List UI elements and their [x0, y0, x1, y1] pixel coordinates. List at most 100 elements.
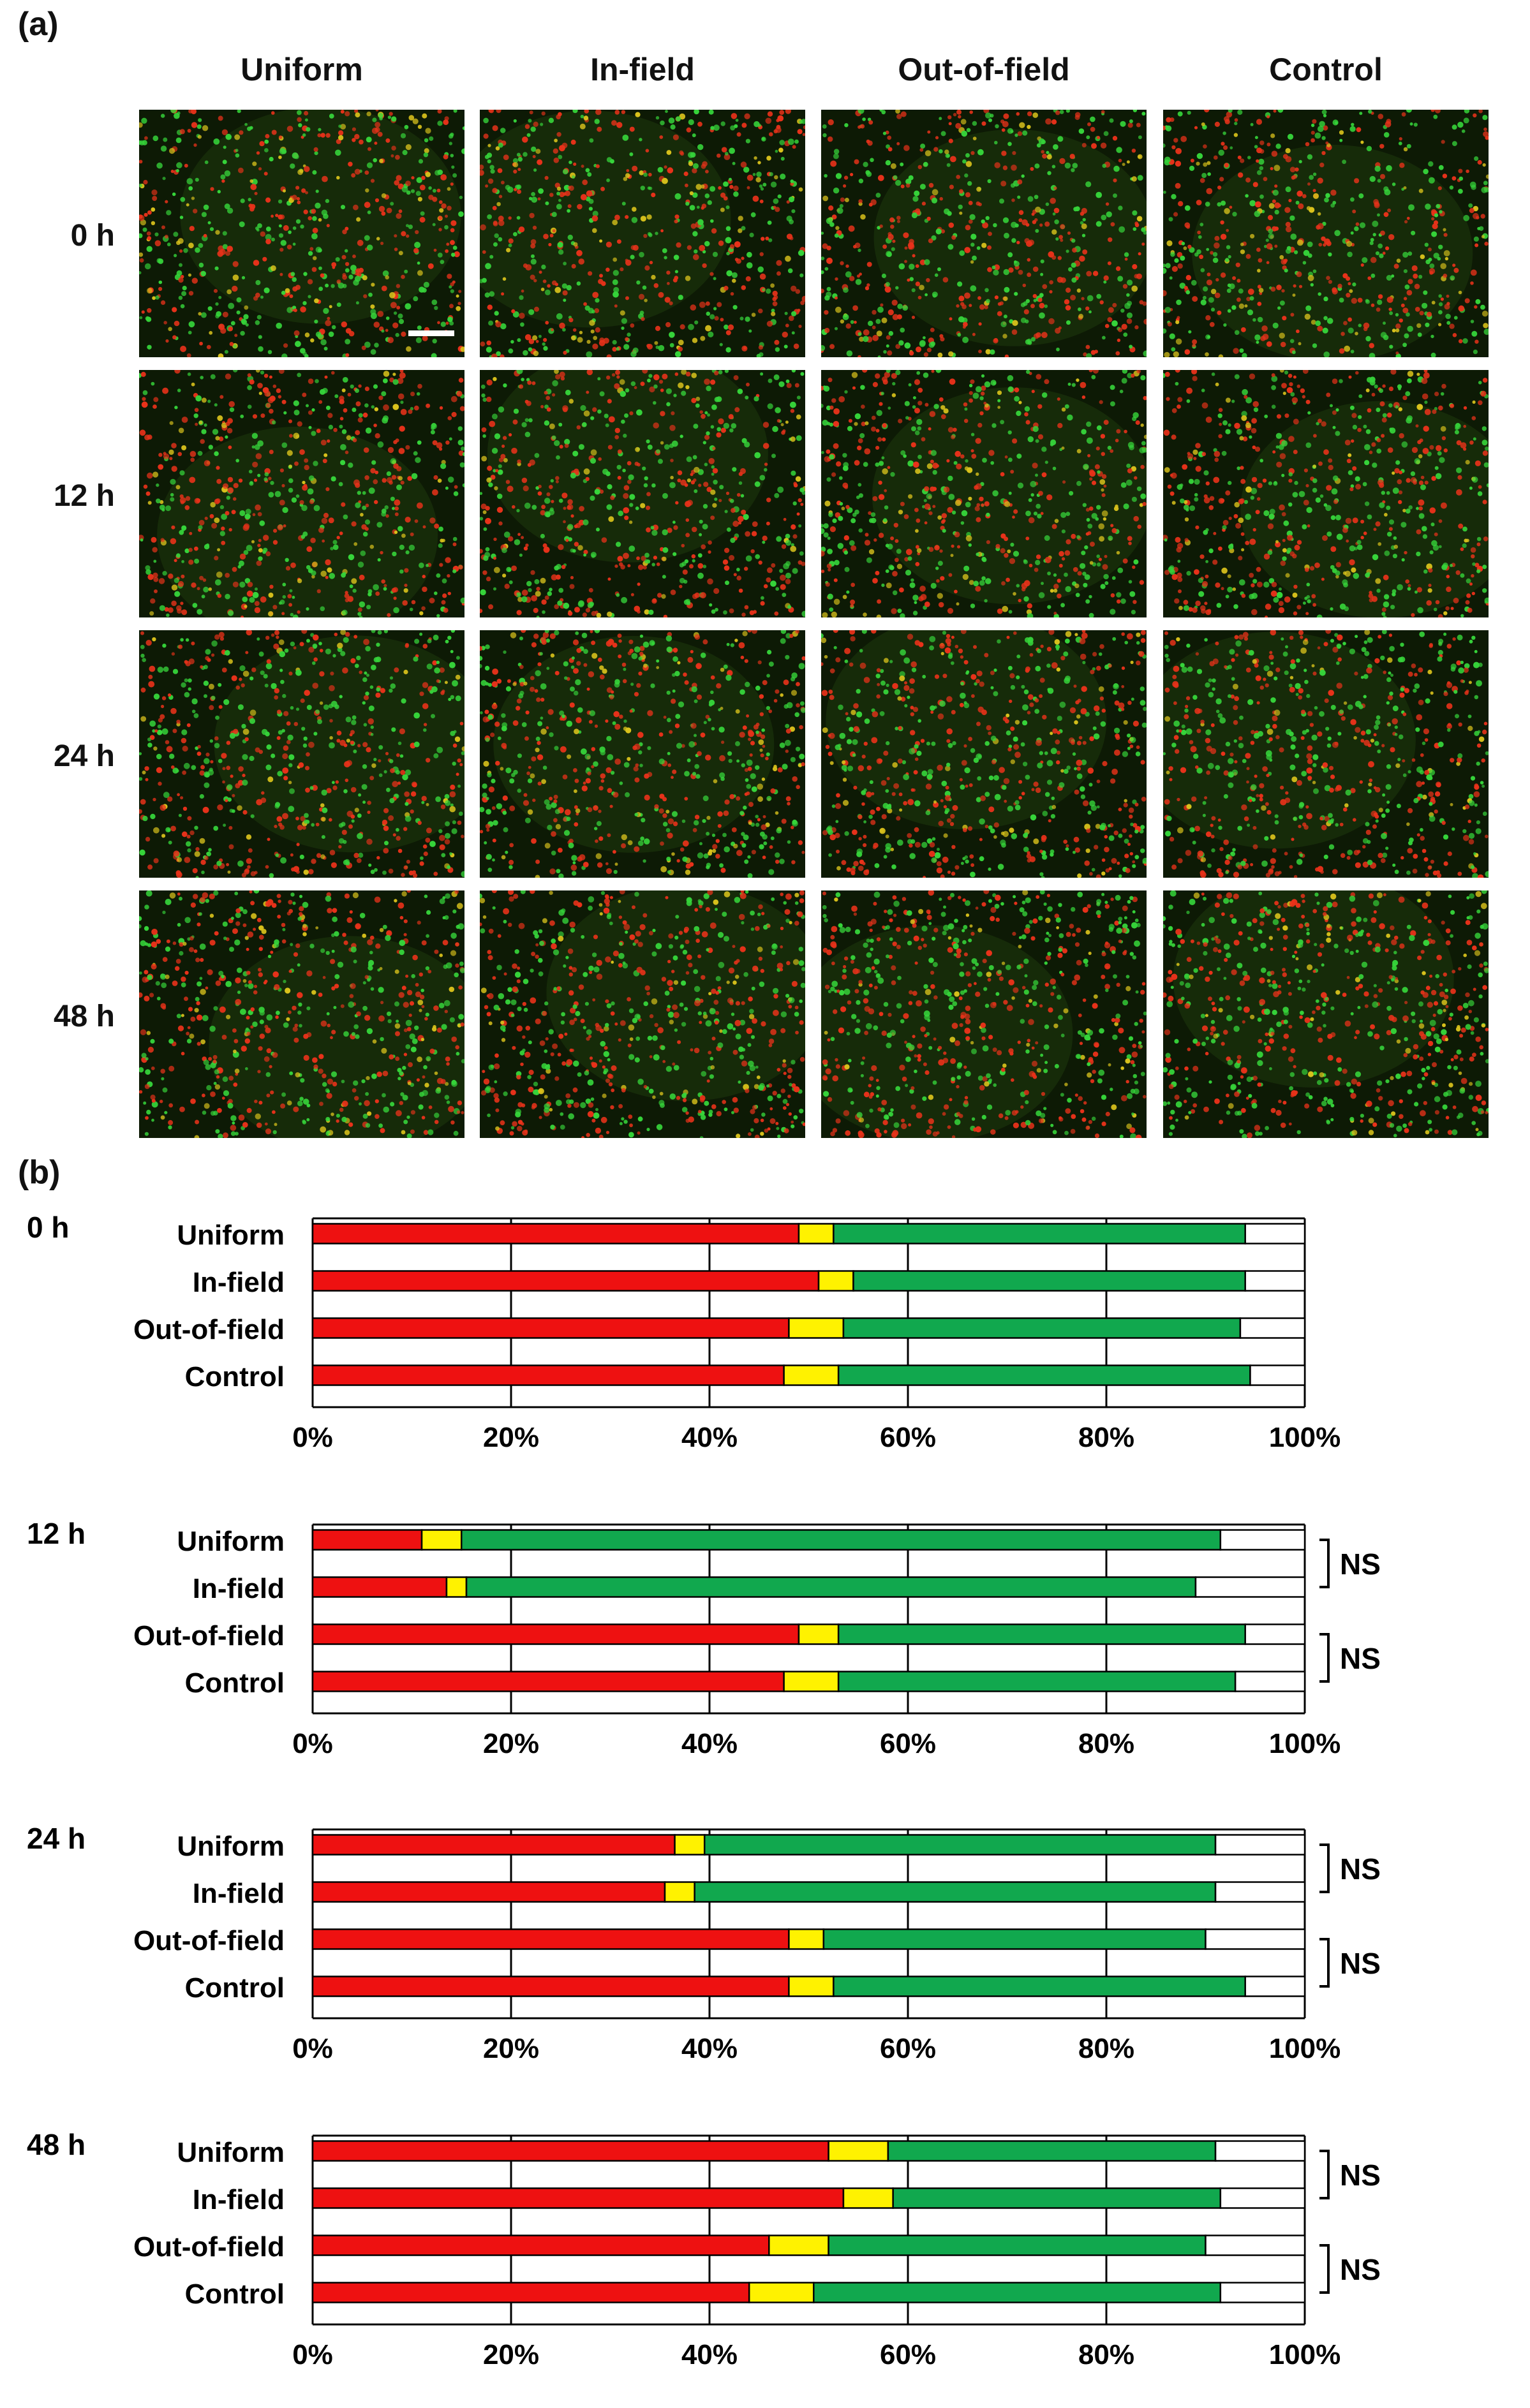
- significance-label: NS: [1340, 1852, 1381, 1886]
- bar-segment: [837, 1623, 1246, 1645]
- micrograph-3: [821, 110, 1147, 357]
- bar-segment: [783, 1364, 840, 1386]
- category-label: Uniform: [177, 2137, 285, 2168]
- row-label-48h: 48 h: [53, 1000, 115, 1033]
- scale-bar: [408, 330, 454, 336]
- x-tick-label: 100%: [1269, 1422, 1341, 1453]
- significance-label: NS: [1340, 1947, 1381, 1980]
- bar-segment: [798, 1223, 835, 1245]
- bar-segment: [1234, 1671, 1306, 1692]
- bar-segment: [311, 1881, 666, 1903]
- group-label: 48 h: [27, 2128, 85, 2161]
- micrograph-11: [821, 630, 1147, 878]
- column-header-in-field: In-field: [590, 52, 695, 87]
- significance-label: NS: [1340, 1642, 1381, 1675]
- bar-segment: [1205, 2234, 1306, 2256]
- bar-segment: [892, 2187, 1222, 2209]
- significance-label: NS: [1340, 2253, 1381, 2286]
- bar-segment: [837, 1364, 1251, 1386]
- significance-label: NS: [1340, 2159, 1381, 2192]
- x-tick-label: 40%: [681, 1422, 738, 1453]
- bar-segment: [1219, 2282, 1306, 2303]
- bar-segment: [445, 1576, 468, 1598]
- x-tick-label: 60%: [880, 2339, 936, 2370]
- significance-bracket: [1319, 2244, 1330, 2294]
- bar-segment: [788, 1976, 835, 1997]
- x-tick-label: 80%: [1078, 2339, 1134, 2370]
- micrograph-14: [480, 890, 805, 1138]
- bar-segment: [788, 1928, 825, 1950]
- row-label-12h: 12 h: [53, 479, 115, 513]
- bar-segment: [465, 1576, 1197, 1598]
- bar-segment: [783, 1671, 840, 1692]
- bar-segment: [842, 1317, 1242, 1339]
- bar-segment: [311, 1976, 790, 1997]
- x-tick-label: 60%: [880, 1728, 936, 1759]
- micrograph-6: [480, 370, 805, 617]
- bar-segment: [1244, 1623, 1306, 1645]
- row-label-24h: 24 h: [53, 739, 115, 773]
- category-label: Out-of-field: [133, 2231, 285, 2263]
- bar-segment: [1249, 1364, 1306, 1386]
- bar-segment: [798, 1623, 840, 1645]
- bar-segment: [461, 1529, 1222, 1551]
- x-tick-label: 20%: [483, 1422, 539, 1453]
- x-tick-label: 80%: [1078, 1728, 1134, 1759]
- micrograph-5: [139, 370, 464, 617]
- category-label: Out-of-field: [133, 1314, 285, 1345]
- micrograph-10: [480, 630, 805, 878]
- micrograph-4: [1163, 110, 1489, 357]
- group-label: 24 h: [27, 1822, 85, 1855]
- column-header-uniform: Uniform: [241, 52, 363, 87]
- category-label: Control: [185, 1361, 285, 1392]
- bar-segment: [833, 1223, 1246, 1245]
- bar-segment: [828, 2140, 889, 2162]
- bar-segment: [1239, 1317, 1306, 1339]
- bar-segment: [828, 2234, 1207, 2256]
- bar-segment: [664, 1881, 695, 1903]
- bar-segment: [311, 1928, 790, 1950]
- bar-segment: [1219, 1529, 1306, 1551]
- category-label: Control: [185, 1972, 285, 2004]
- significance-bracket: [1319, 1539, 1330, 1588]
- x-tick-label: 80%: [1078, 2033, 1134, 2064]
- category-label: Out-of-field: [133, 1925, 285, 1956]
- bar-segment: [311, 1834, 676, 1856]
- category-label: Uniform: [177, 1220, 285, 1251]
- bar-segment: [311, 1317, 790, 1339]
- bar-segment: [420, 1529, 463, 1551]
- bar-segment: [817, 1270, 854, 1292]
- bar-segment: [1214, 1834, 1306, 1856]
- group-label: 12 h: [27, 1517, 85, 1550]
- bar-segment: [1205, 1928, 1306, 1950]
- bar-segment: [1194, 1576, 1306, 1598]
- bar-segment: [748, 2282, 815, 2303]
- panel-a-label: (a): [18, 6, 59, 43]
- bar-segment: [703, 1834, 1217, 1856]
- x-tick-label: 100%: [1269, 1728, 1341, 1759]
- bar-segment: [311, 1223, 800, 1245]
- x-tick-label: 80%: [1078, 1422, 1134, 1453]
- bar-segment: [1219, 2187, 1306, 2209]
- category-label: In-field: [193, 1573, 285, 1604]
- x-tick-label: 40%: [681, 2339, 738, 2370]
- x-tick-label: 20%: [483, 1728, 539, 1759]
- category-label: In-field: [193, 1267, 285, 1298]
- x-tick-label: 60%: [880, 1422, 936, 1453]
- bar-segment: [311, 2282, 750, 2303]
- category-label: Control: [185, 1667, 285, 1699]
- bar-segment: [1214, 1881, 1306, 1903]
- micrograph-8: [1163, 370, 1489, 617]
- category-label: In-field: [193, 2184, 285, 2215]
- x-tick-label: 0%: [292, 1728, 333, 1759]
- x-tick-label: 100%: [1269, 2339, 1341, 2370]
- bar-segment: [1244, 1223, 1306, 1245]
- bar-segment: [311, 2140, 829, 2162]
- panel-b-label: (b): [18, 1154, 61, 1191]
- significance-bracket: [1319, 2150, 1330, 2199]
- category-label: Uniform: [177, 1526, 285, 1557]
- bar-segment: [842, 2187, 894, 2209]
- micrograph-12: [1163, 630, 1489, 878]
- x-tick-label: 0%: [292, 2033, 333, 2064]
